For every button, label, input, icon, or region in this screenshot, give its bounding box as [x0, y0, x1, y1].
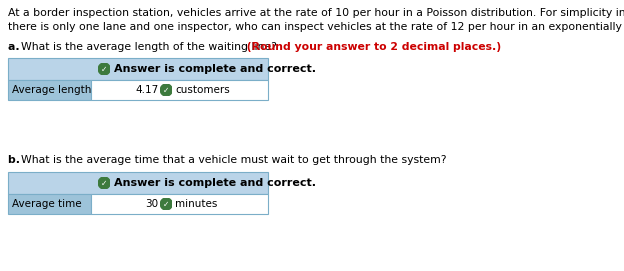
FancyBboxPatch shape [8, 194, 91, 214]
Text: customers: customers [175, 85, 230, 95]
FancyBboxPatch shape [91, 194, 268, 214]
Text: At a border inspection station, vehicles arrive at the rate of 10 per hour in a : At a border inspection station, vehicles… [8, 8, 624, 18]
FancyBboxPatch shape [91, 80, 268, 100]
Text: ✓: ✓ [163, 199, 170, 208]
Text: 4.17: 4.17 [135, 85, 158, 95]
Text: ✓: ✓ [101, 179, 107, 188]
Circle shape [98, 63, 110, 75]
Text: a.: a. [8, 42, 23, 52]
Text: 30: 30 [145, 199, 158, 209]
Text: ✓: ✓ [163, 85, 170, 95]
Text: Answer is complete and correct.: Answer is complete and correct. [114, 178, 316, 188]
FancyBboxPatch shape [8, 80, 91, 100]
Text: What is the average length of the waiting line?: What is the average length of the waitin… [21, 42, 277, 52]
Text: Answer is complete and correct.: Answer is complete and correct. [114, 64, 316, 74]
Circle shape [160, 84, 172, 96]
Text: b.: b. [8, 155, 24, 165]
Text: Average length: Average length [12, 85, 91, 95]
FancyBboxPatch shape [8, 58, 268, 80]
Text: What is the average time that a vehicle must wait to get through the system?: What is the average time that a vehicle … [21, 155, 447, 165]
Circle shape [160, 198, 172, 210]
FancyBboxPatch shape [8, 172, 268, 194]
Text: ✓: ✓ [101, 64, 107, 73]
Text: (Round your answer to 2 decimal places.): (Round your answer to 2 decimal places.) [243, 42, 501, 52]
Text: Average time: Average time [12, 199, 82, 209]
Circle shape [98, 177, 110, 189]
Text: minutes: minutes [175, 199, 218, 209]
Text: there is only one lane and one inspector, who can inspect vehicles at the rate o: there is only one lane and one inspector… [8, 22, 624, 32]
